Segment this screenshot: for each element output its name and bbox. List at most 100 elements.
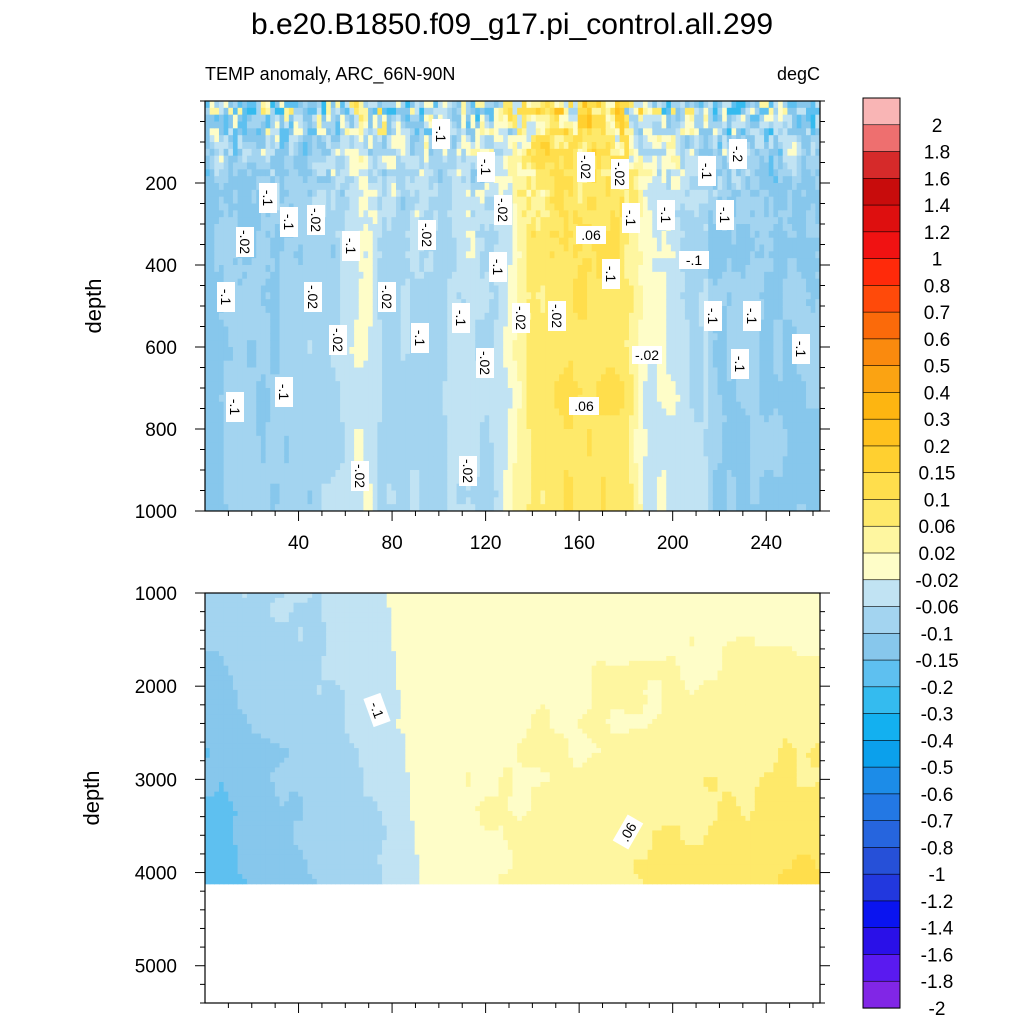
field-cell — [470, 148, 476, 157]
field-cell — [475, 306, 481, 314]
field-cell — [512, 497, 518, 505]
field-cell — [517, 442, 523, 451]
field-cell — [470, 504, 476, 511]
field-cell — [330, 196, 337, 205]
field-cell — [545, 367, 551, 375]
field-cell — [479, 135, 486, 143]
field-cell — [531, 470, 537, 478]
field-cell — [563, 203, 570, 211]
field-cell — [451, 203, 458, 211]
field-cell — [242, 367, 248, 375]
field-cell — [577, 463, 583, 471]
field-cell — [330, 121, 337, 129]
field-cell — [410, 374, 416, 382]
field-cell — [228, 114, 234, 123]
field-cell — [582, 121, 588, 129]
field-cell — [559, 483, 565, 492]
field-cell — [545, 381, 551, 389]
field-cell — [386, 374, 392, 382]
field-cell — [540, 189, 546, 198]
field-cell — [251, 142, 257, 150]
field-cell — [465, 169, 472, 177]
field-cell — [512, 176, 518, 184]
field-cell — [451, 237, 458, 246]
field-cell — [498, 121, 504, 129]
field-cell — [475, 449, 481, 457]
field-cell — [265, 237, 271, 246]
field-cell — [307, 470, 313, 478]
field-cell — [246, 292, 253, 300]
field-cell — [354, 148, 360, 157]
field-cell — [260, 415, 267, 423]
field-cell — [330, 230, 337, 239]
field-cell — [573, 271, 579, 280]
field-cell — [232, 162, 239, 170]
field-cell — [587, 251, 593, 259]
field-cell — [400, 224, 406, 232]
field-cell — [559, 347, 565, 355]
field-cell — [265, 483, 271, 492]
field-cell — [447, 251, 453, 259]
field-cell — [237, 114, 243, 123]
field-cell — [214, 333, 220, 341]
field-cell — [400, 121, 406, 129]
field-cell — [302, 101, 309, 109]
field-cell — [461, 176, 467, 184]
field-cell — [274, 408, 281, 416]
field-cell — [340, 476, 346, 485]
field-cell — [456, 237, 462, 246]
field-cell — [423, 169, 430, 177]
field-cell — [442, 347, 448, 355]
field-cell — [400, 442, 406, 451]
field-cell — [493, 449, 500, 457]
field-cell — [330, 435, 337, 444]
field-cell — [563, 490, 570, 498]
field-cell — [386, 128, 392, 136]
field-cell — [396, 135, 402, 143]
field-cell — [312, 497, 318, 505]
field-cell — [405, 483, 411, 492]
field-cell — [288, 162, 295, 170]
field-cell — [475, 442, 481, 451]
field-cell — [484, 326, 490, 334]
field-cell — [358, 415, 365, 423]
field-cell — [507, 504, 514, 511]
field-cell — [465, 148, 472, 157]
field-cell — [358, 504, 365, 511]
field-cell — [465, 360, 472, 369]
field-cell — [465, 196, 472, 205]
field-cell — [577, 107, 583, 116]
field-cell — [260, 333, 267, 341]
field-cell — [549, 476, 556, 485]
field-cell — [419, 401, 425, 410]
field-cell — [363, 490, 369, 498]
field-cell — [214, 278, 220, 287]
field-cell — [205, 230, 211, 239]
field-cell — [559, 463, 565, 471]
field-cell — [321, 388, 327, 396]
field-cell — [447, 429, 453, 437]
field-cell — [545, 176, 551, 184]
field-cell — [377, 388, 383, 396]
field-cell — [354, 265, 360, 273]
field-cell — [526, 251, 532, 259]
field-cell — [209, 196, 215, 205]
field-cell — [587, 265, 593, 273]
field-cell — [545, 189, 551, 198]
field-cell — [479, 196, 486, 205]
field-cell — [228, 210, 234, 218]
field-cell — [521, 217, 528, 225]
field-cell — [251, 340, 257, 348]
field-cell — [582, 497, 588, 505]
field-cell — [330, 367, 337, 375]
field-cell — [340, 449, 346, 457]
field-cell — [223, 388, 229, 396]
field-cell — [475, 312, 481, 321]
field-cell — [437, 435, 444, 444]
field-cell — [246, 142, 253, 150]
field-cell — [344, 483, 351, 492]
field-cell — [507, 347, 514, 355]
field-cell — [288, 189, 295, 198]
field-cell — [307, 449, 313, 457]
field-cell — [214, 374, 220, 382]
